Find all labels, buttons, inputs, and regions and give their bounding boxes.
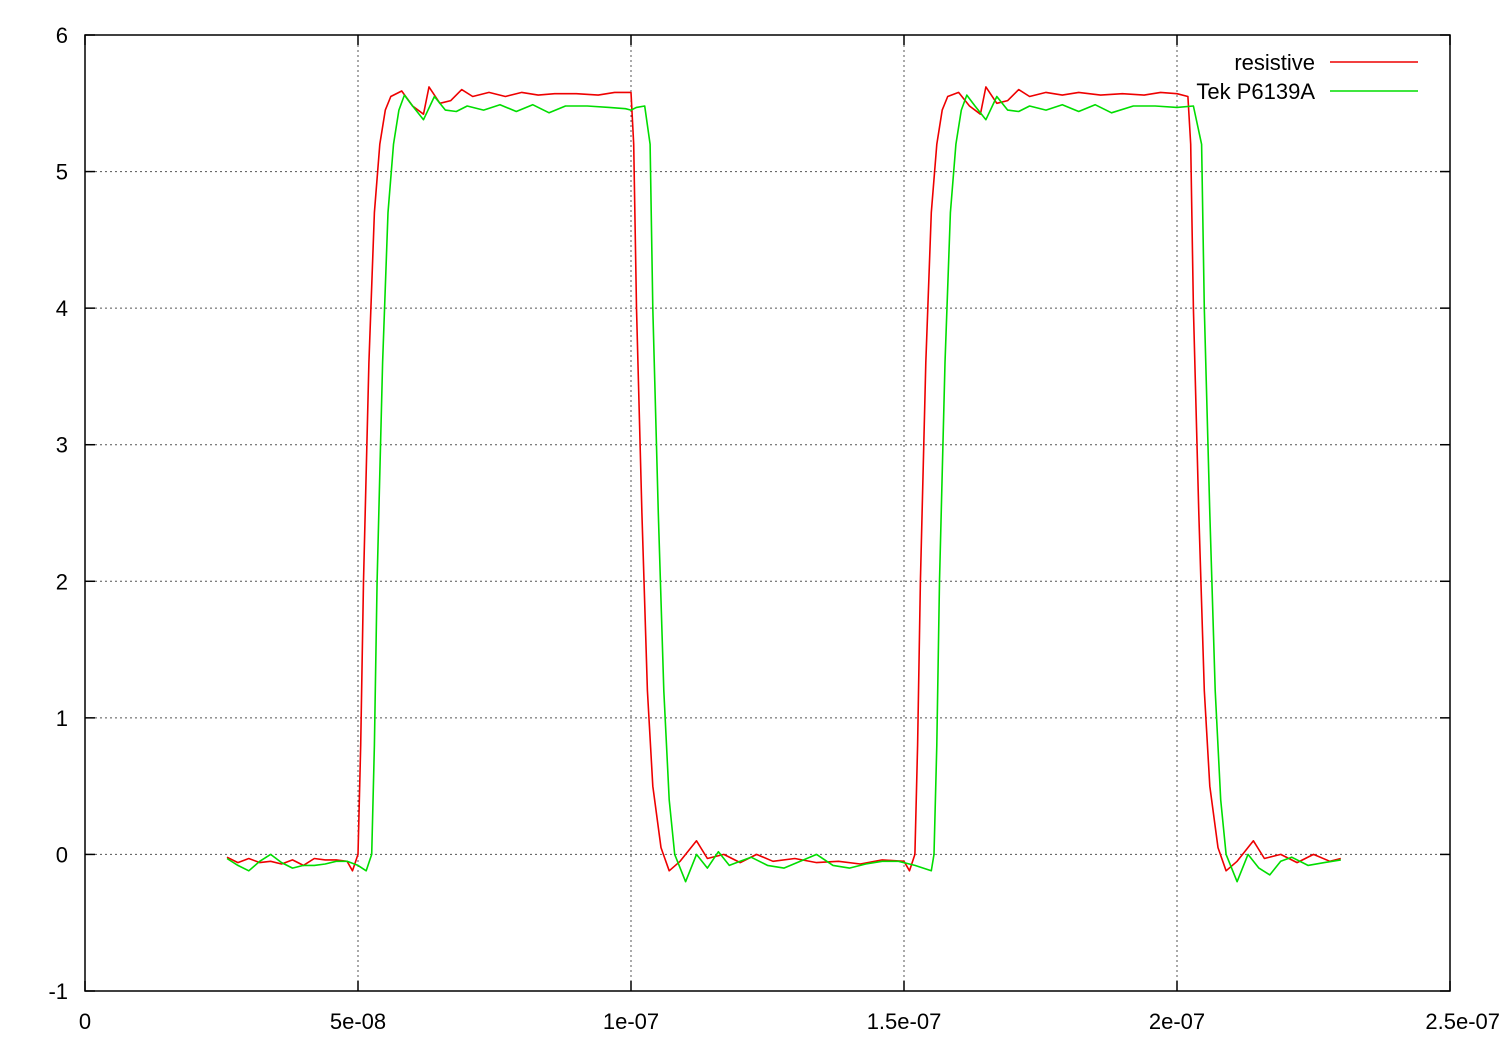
y-tick-label: 2 [56, 569, 68, 594]
y-tick-label: 5 [56, 160, 68, 185]
x-tick-label: 5e-08 [330, 1009, 386, 1034]
x-tick-label: 2e-07 [1149, 1009, 1205, 1034]
x-tick-label: 1.5e-07 [867, 1009, 942, 1034]
x-tick-label: 2.5e-07 [1425, 1009, 1500, 1034]
legend-label: Tek P6139A [1196, 79, 1315, 104]
y-tick-label: 6 [56, 23, 68, 48]
y-tick-label: 3 [56, 433, 68, 458]
series-lines [226, 86, 1341, 883]
x-tick-label: 0 [79, 1009, 91, 1034]
axis-ticks [84, 34, 1451, 992]
y-tick-label: -1 [48, 979, 68, 1004]
y-tick-label: 1 [56, 706, 68, 731]
series-line-resistive [226, 86, 1341, 872]
x-axis-tick-labels: 0 5e-08 1e-07 1.5e-07 2e-07 2.5e-07 [79, 1009, 1500, 1034]
grid-lines [85, 35, 1450, 991]
legend: resistive Tek P6139A [1196, 50, 1418, 104]
y-tick-label: 4 [56, 296, 68, 321]
series-line-tek-p6139a [226, 94, 1341, 883]
y-axis-tick-labels: -1 0 1 2 3 4 5 6 [48, 23, 68, 1004]
y-tick-label: 0 [56, 842, 68, 867]
x-tick-label: 1e-07 [603, 1009, 659, 1034]
legend-label: resistive [1234, 50, 1315, 75]
plot-frame [84, 34, 1451, 992]
